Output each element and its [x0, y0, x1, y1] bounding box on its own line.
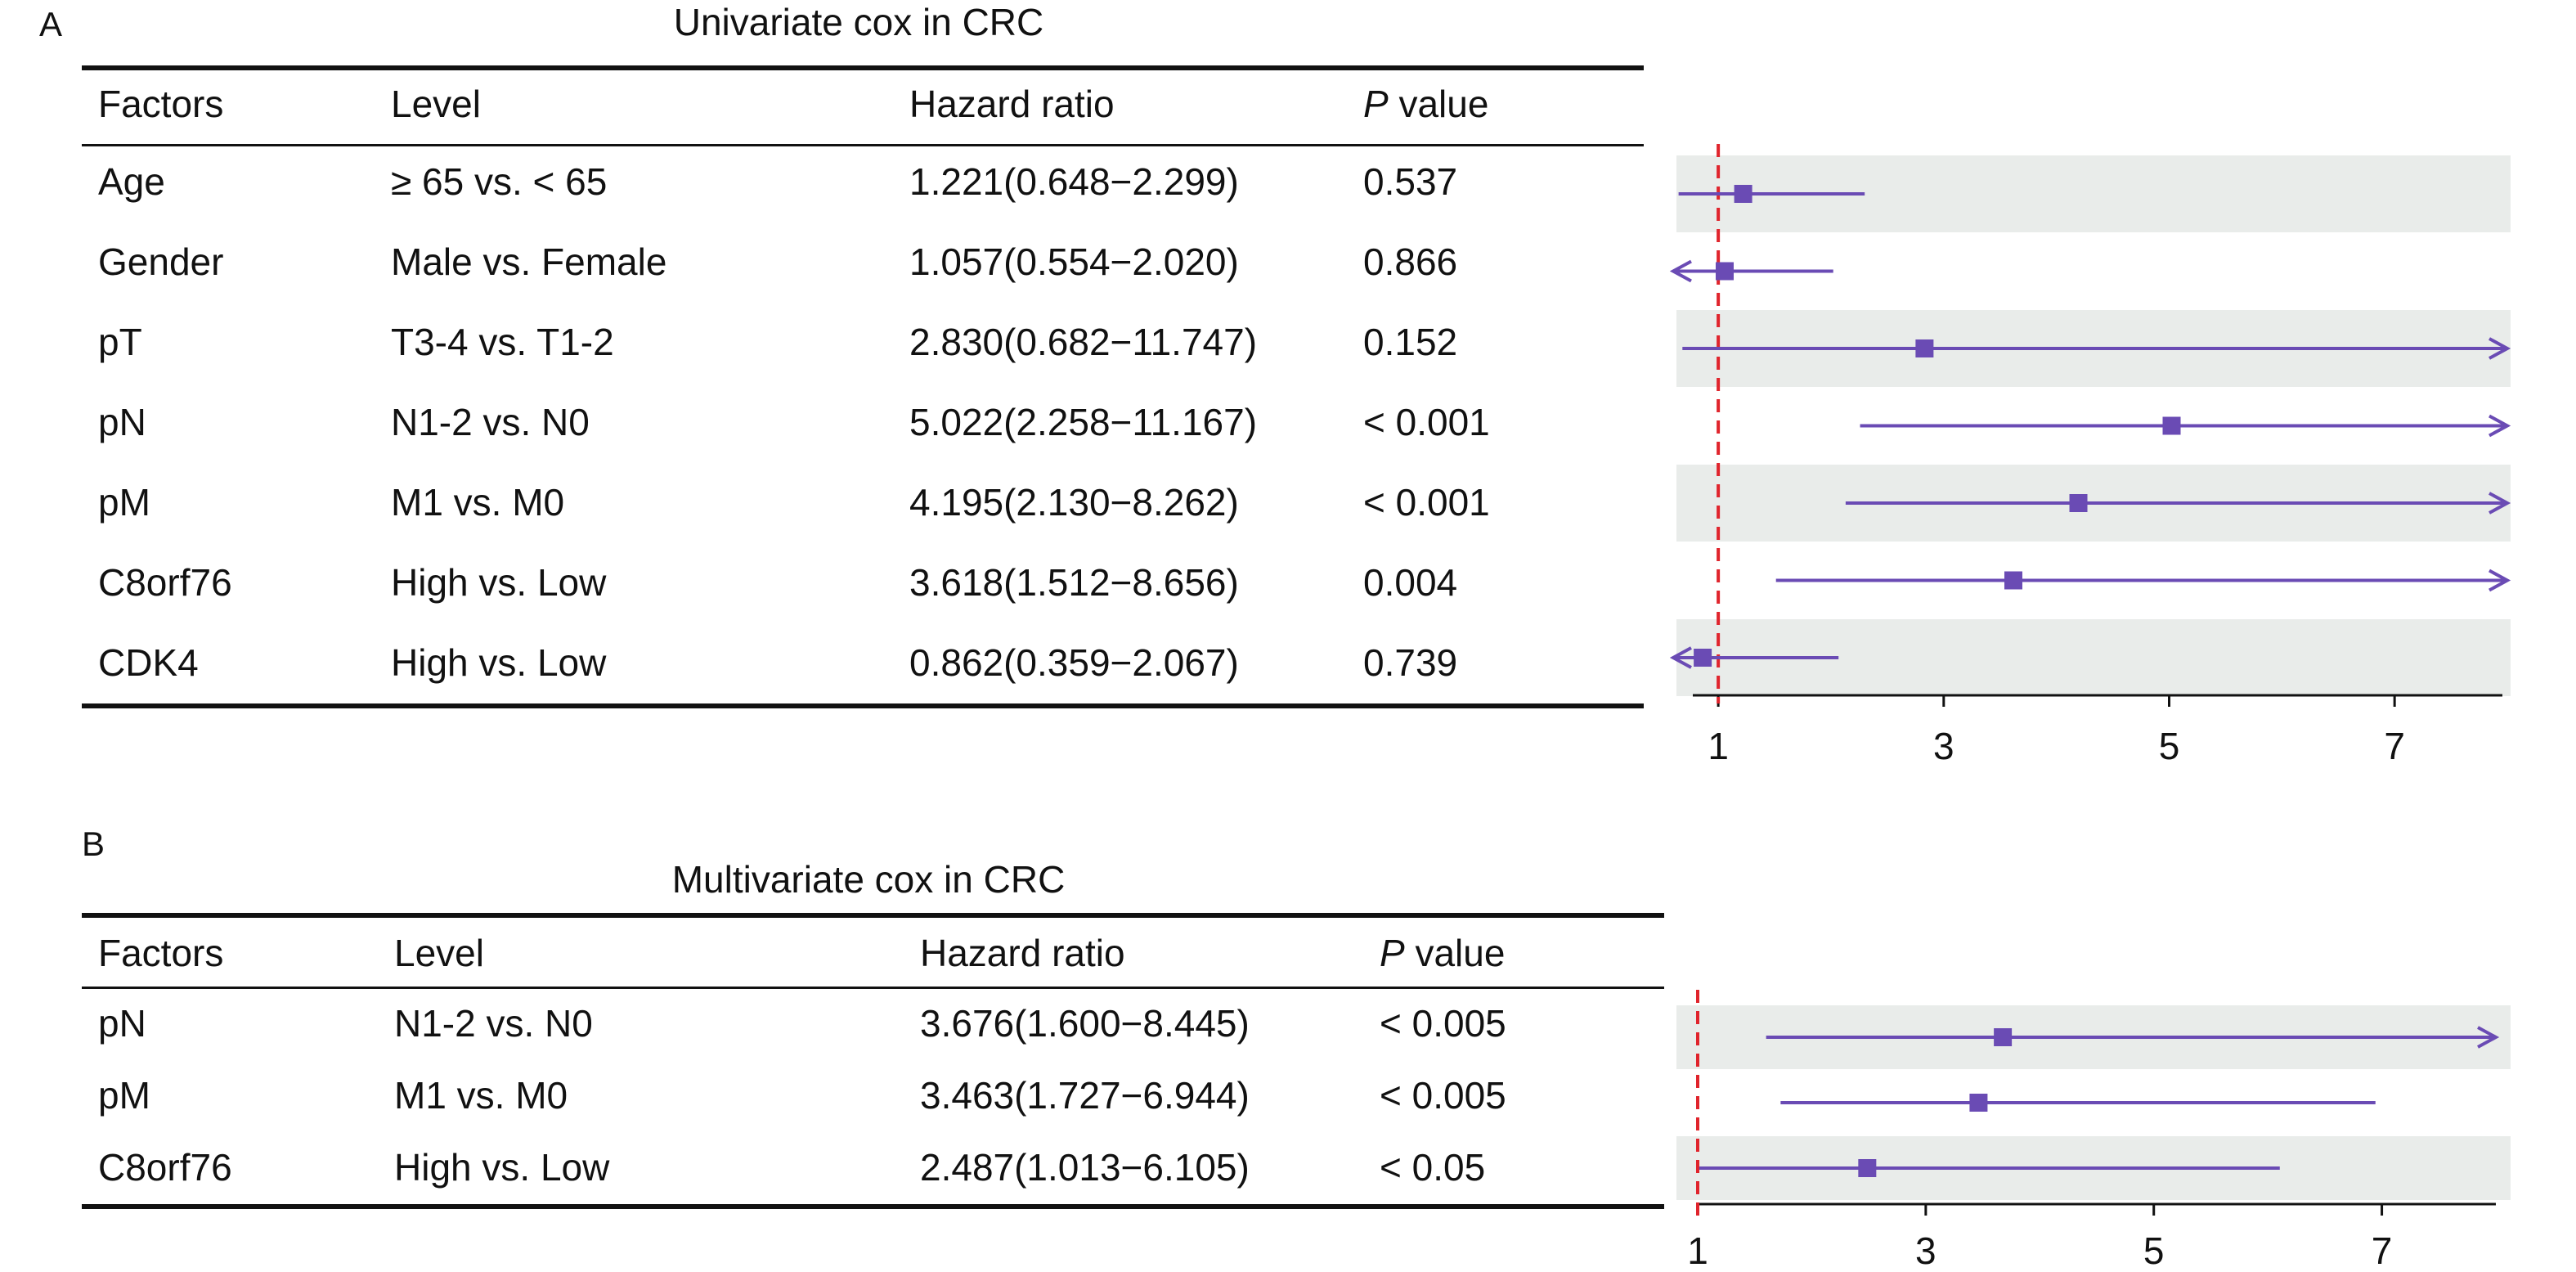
- cell-p: 0.152: [1363, 321, 1458, 363]
- cell-p: 0.004: [1363, 561, 1458, 604]
- panel-a-letter: A: [39, 5, 63, 43]
- cell-hr: 4.195(2.130−8.262): [909, 481, 1239, 524]
- cell-p: < 0.005: [1380, 1002, 1506, 1045]
- cell-hr: 3.676(1.600−8.445): [920, 1002, 1250, 1045]
- hr-point: [1915, 339, 1934, 357]
- cell-factor: pT: [98, 321, 142, 363]
- cell-factor: Gender: [98, 240, 224, 283]
- cell-level: High vs. Low: [391, 641, 607, 684]
- ci-arrow-right: [2488, 492, 2511, 515]
- x-tick-label: 7: [2372, 1229, 2393, 1272]
- cell-p: < 0.001: [1363, 401, 1490, 443]
- hr-point: [2069, 494, 2088, 512]
- cell-factor: pN: [98, 1002, 146, 1045]
- panel-a-top-rule: [82, 65, 1644, 70]
- cell-level: N1-2 vs. N0: [391, 401, 590, 443]
- panel-a-title: Univariate cox in CRC: [673, 1, 1044, 43]
- cell-level: N1-2 vs. N0: [394, 1002, 593, 1045]
- panel-a-header-factors: Factors: [98, 83, 224, 125]
- panel-b-letter: B: [82, 825, 105, 863]
- panel-a-header-hazard-ratio: Hazard ratio: [909, 83, 1115, 125]
- hr-point: [1858, 1159, 1877, 1177]
- x-tick-label: 3: [1933, 725, 1954, 767]
- cell-p: < 0.001: [1363, 481, 1490, 524]
- cell-factor: C8orf76: [98, 1146, 232, 1189]
- ci-arrow-right: [2488, 337, 2511, 360]
- x-tick-label: 3: [1915, 1229, 1936, 1272]
- forest-plot-multivariate: 1 3 5 7: [1676, 990, 2511, 1272]
- cell-factor: pM: [98, 1074, 150, 1117]
- cell-factor: pM: [98, 481, 150, 524]
- hr-point: [1694, 649, 1712, 667]
- cell-level: High vs. Low: [391, 561, 607, 604]
- hr-point: [2004, 571, 2022, 590]
- panel-b-header-hazard-ratio: Hazard ratio: [920, 932, 1125, 974]
- cell-hr: 3.463(1.727−6.944): [920, 1074, 1250, 1117]
- panel-b-header-rule: [82, 987, 1664, 989]
- cell-hr: 2.487(1.013−6.105): [920, 1146, 1250, 1189]
- cell-factor: C8orf76: [98, 561, 232, 604]
- cell-hr: 1.221(0.648−2.299): [909, 160, 1239, 203]
- panel-b-header-factors: Factors: [98, 932, 224, 974]
- hr-point: [1969, 1094, 1988, 1112]
- cell-level: T3-4 vs. T1-2: [391, 321, 614, 363]
- cell-hr: 5.022(2.258−11.167): [909, 401, 1258, 443]
- hr-point: [1994, 1028, 2013, 1046]
- cell-factor: Age: [98, 160, 165, 203]
- hr-point: [1715, 262, 1734, 281]
- cell-p: 0.537: [1363, 160, 1458, 203]
- cell-hr: 1.057(0.554−2.020): [909, 240, 1239, 283]
- panel-a-bottom-rule: [82, 703, 1644, 708]
- panel-b-top-rule: [82, 913, 1664, 918]
- panel-a-header-level: Level: [391, 83, 481, 125]
- panel-b-bottom-rule: [82, 1204, 1664, 1209]
- panel-a-header-p-value: P value: [1363, 83, 1489, 125]
- cell-p: 0.866: [1363, 240, 1458, 283]
- ci-arrow-left: [1669, 259, 1692, 283]
- panel-b-header-level: Level: [394, 932, 484, 974]
- x-tick-label: 5: [2143, 1229, 2165, 1272]
- cell-p: < 0.05: [1380, 1146, 1486, 1189]
- cell-p: < 0.005: [1380, 1074, 1506, 1117]
- x-tick-label: 1: [1708, 725, 1729, 767]
- cell-level: High vs. Low: [394, 1146, 610, 1189]
- cell-hr: 2.830(0.682−11.747): [909, 321, 1258, 363]
- ci-arrow-right: [2488, 414, 2511, 438]
- cell-hr: 3.618(1.512−8.656): [909, 561, 1239, 604]
- hr-point: [1734, 185, 1752, 203]
- panel-a-header-rule: [82, 144, 1644, 146]
- ci-arrow-left: [1669, 646, 1692, 669]
- cell-level: ≥ 65 vs. < 65: [391, 160, 608, 203]
- cell-level: M1 vs. M0: [391, 481, 565, 524]
- x-tick-label: 5: [2159, 725, 2180, 767]
- ci-arrow-right: [2488, 569, 2511, 592]
- cell-level: Male vs. Female: [391, 240, 667, 283]
- ci-arrow-right: [2477, 1026, 2500, 1049]
- forest-plot-univariate: 1 3 5 7: [1669, 144, 2511, 767]
- panel-b-title: Multivariate cox in CRC: [671, 858, 1066, 901]
- x-tick-label: 1: [1687, 1229, 1708, 1272]
- cell-hr: 0.862(0.359−2.067): [909, 641, 1239, 684]
- cell-level: M1 vs. M0: [394, 1074, 568, 1117]
- x-tick-label: 7: [2384, 725, 2405, 767]
- panel-b-header-p-value: P value: [1380, 932, 1506, 974]
- cell-factor: CDK4: [98, 641, 199, 684]
- cell-p: 0.739: [1363, 641, 1458, 684]
- cell-factor: pN: [98, 401, 146, 443]
- hr-point: [2162, 416, 2181, 435]
